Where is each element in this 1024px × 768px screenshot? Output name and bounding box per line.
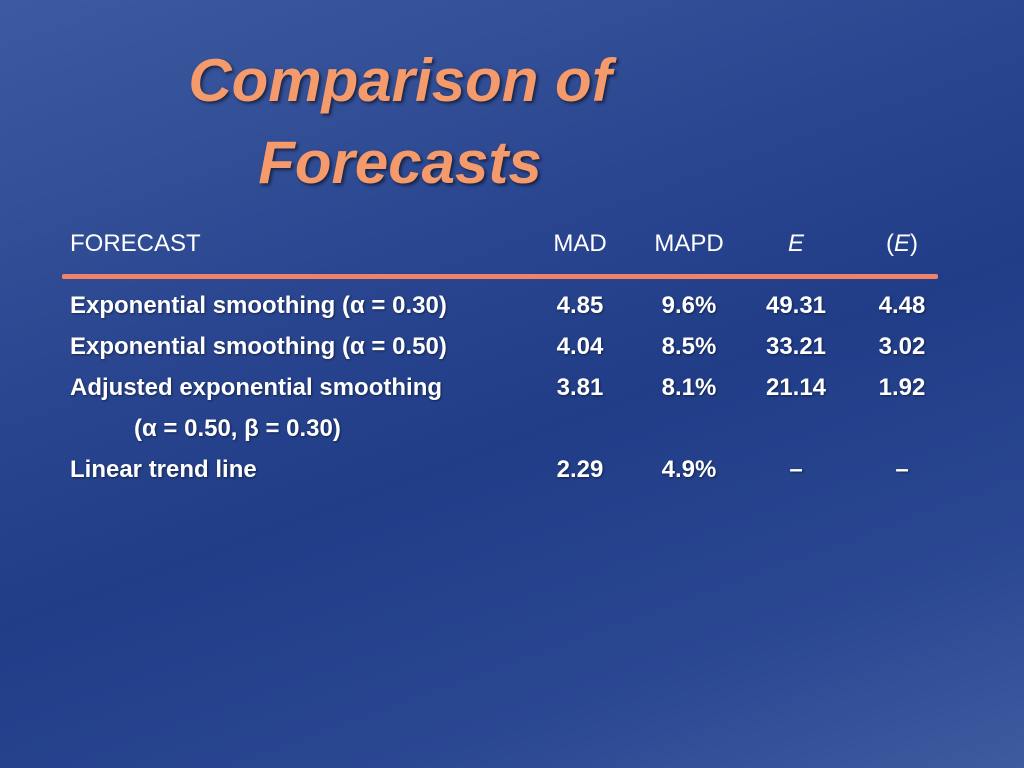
title-line-1: Comparison of [188, 47, 612, 114]
row-e: 49.31 [765, 292, 827, 319]
slide-title: Comparison of Forecasts [120, 40, 680, 204]
header-e: E [787, 230, 804, 257]
row-e: 21.14 [765, 374, 827, 401]
table-body: Exponential smoothing (α = 0.30) 4.85 9.… [70, 292, 950, 497]
row-mad: 4.04 [556, 333, 604, 360]
row-mapd: 8.1% [661, 374, 717, 401]
row-forecast-name: Adjusted exponential smoothing [70, 374, 443, 401]
row-mapd: 9.6% [661, 292, 717, 319]
table-row: Exponential smoothing (α = 0.30) 4.85 9.… [70, 292, 950, 333]
row-abs-e: 1.92 [878, 374, 926, 401]
table-header-row: FORECAST MAD MAPD E (E) [70, 230, 950, 270]
forecast-comparison-table: FORECAST MAD MAPD E (E) Exponential smoo… [62, 230, 950, 483]
row-e: – [789, 456, 803, 483]
header-abs-e-close: ) [910, 230, 918, 257]
table-row: (α = 0.50, β = 0.30) [70, 415, 950, 456]
row-parameters-note: (α = 0.50, β = 0.30) [134, 415, 341, 442]
row-mad: 2.29 [556, 456, 604, 483]
header-divider [62, 274, 938, 279]
header-forecast: FORECAST [70, 230, 201, 257]
row-forecast-name: Exponential smoothing (α = 0.50) [70, 333, 447, 360]
table-row: Linear trend line 2.29 4.9% – – [70, 456, 950, 497]
row-forecast-name: Linear trend line [70, 456, 257, 483]
header-abs-e-open: ( [885, 230, 894, 257]
row-mad: 4.85 [556, 292, 604, 319]
row-mapd: 4.9% [661, 456, 717, 483]
row-mad: 3.81 [556, 374, 604, 401]
table-row: Exponential smoothing (α = 0.50) 4.04 8.… [70, 333, 950, 374]
row-abs-e: 4.48 [878, 292, 926, 319]
table-row: Adjusted exponential smoothing 3.81 8.1%… [70, 374, 950, 415]
row-abs-e: 3.02 [878, 333, 926, 360]
header-mapd: MAPD [654, 230, 724, 257]
row-e: 33.21 [765, 333, 827, 360]
row-abs-e: – [895, 456, 909, 483]
title-line-2: Forecasts [258, 129, 542, 196]
row-mapd: 8.5% [661, 333, 717, 360]
header-abs-e: (E) [860, 230, 944, 258]
header-mad: MAD [553, 230, 607, 257]
header-abs-e-symbol: E [893, 230, 910, 257]
row-forecast-name: Exponential smoothing (α = 0.30) [70, 292, 447, 319]
